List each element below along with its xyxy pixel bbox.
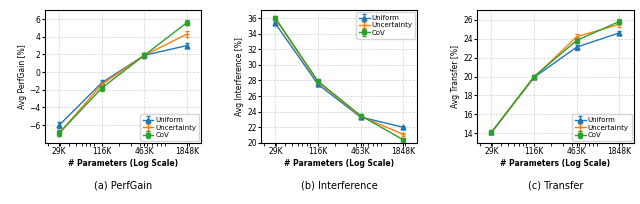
Y-axis label: Avg Transfer [%]: Avg Transfer [%] [451, 45, 460, 108]
X-axis label: # Parameters (Log Scale): # Parameters (Log Scale) [284, 159, 394, 168]
Y-axis label: Avg Interference [%]: Avg Interference [%] [236, 37, 244, 116]
Y-axis label: Avg PerfGain [%]: Avg PerfGain [%] [18, 44, 27, 109]
Legend: Uniform, Uncertainty, CoV: Uniform, Uncertainty, CoV [140, 114, 199, 141]
Text: (a) PerfGain: (a) PerfGain [94, 181, 152, 191]
Legend: Uniform, Uncertainty, CoV: Uniform, Uncertainty, CoV [572, 114, 632, 141]
Text: (c) Transfer: (c) Transfer [527, 181, 583, 191]
X-axis label: # Parameters (Log Scale): # Parameters (Log Scale) [500, 159, 611, 168]
Legend: Uniform, Uncertainty, CoV: Uniform, Uncertainty, CoV [356, 12, 415, 39]
X-axis label: # Parameters (Log Scale): # Parameters (Log Scale) [68, 159, 178, 168]
Text: (b) Interference: (b) Interference [301, 181, 378, 191]
